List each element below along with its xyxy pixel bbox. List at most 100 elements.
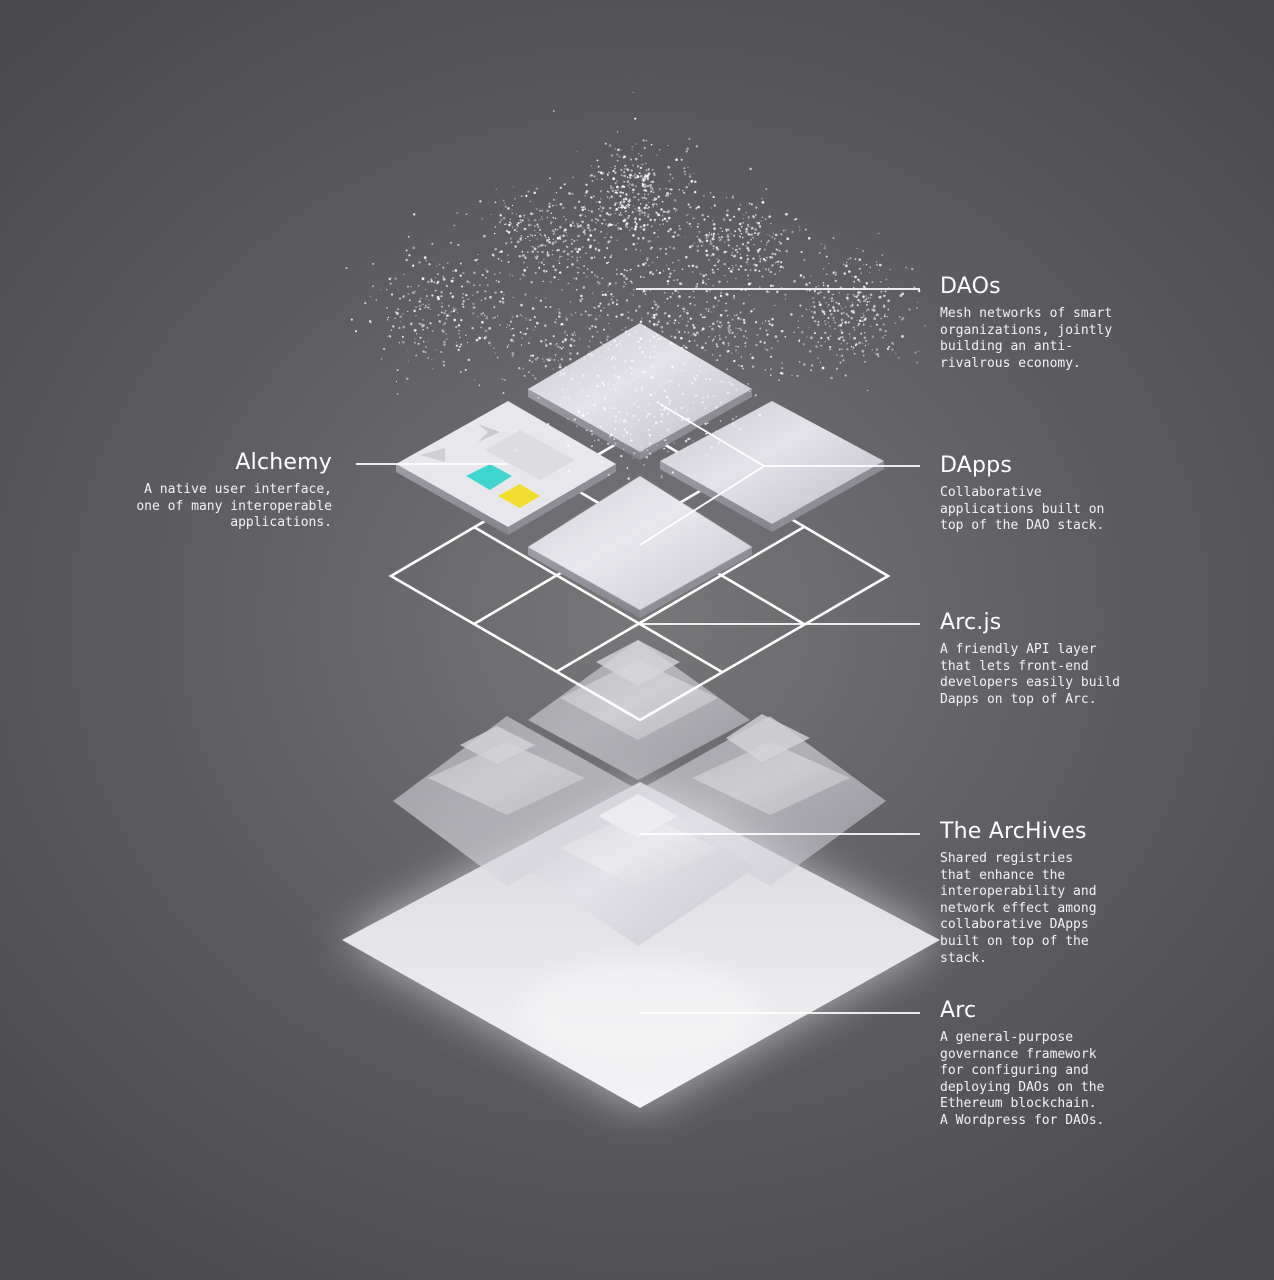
particle <box>495 280 498 282</box>
particle <box>716 268 720 271</box>
particle <box>723 274 726 277</box>
particle <box>457 348 460 352</box>
particle <box>520 221 522 224</box>
particle <box>521 250 524 253</box>
particle <box>881 254 883 256</box>
particle <box>654 392 656 395</box>
particle <box>458 345 461 348</box>
particle <box>669 228 672 231</box>
particle <box>701 329 703 332</box>
particle <box>608 144 612 147</box>
particle <box>625 193 628 195</box>
particle <box>550 221 553 224</box>
particle <box>796 374 799 377</box>
particle <box>684 439 688 443</box>
particle <box>529 233 532 236</box>
particle <box>833 271 835 273</box>
particle <box>749 167 752 171</box>
particle <box>494 226 497 228</box>
particle <box>695 331 699 335</box>
particle <box>610 185 613 188</box>
particle <box>887 299 890 303</box>
particle <box>640 225 643 228</box>
particle <box>665 194 667 197</box>
particle <box>791 374 793 377</box>
particle <box>614 388 617 392</box>
particle <box>611 189 615 193</box>
particle <box>450 279 453 282</box>
particle <box>499 300 502 303</box>
particle <box>673 231 677 234</box>
particle <box>813 311 817 314</box>
particle <box>508 223 511 227</box>
particle <box>639 445 642 448</box>
particle <box>860 332 863 335</box>
particle <box>600 231 602 233</box>
particle <box>516 230 518 232</box>
particle <box>634 225 638 229</box>
particle <box>535 207 538 211</box>
particle <box>691 264 695 268</box>
particle <box>765 268 767 271</box>
particle <box>405 258 408 262</box>
particle <box>739 235 741 238</box>
particle <box>597 305 601 308</box>
particle <box>887 308 890 311</box>
particle <box>456 212 459 214</box>
particle <box>696 225 699 228</box>
particle <box>603 307 605 309</box>
particle <box>649 218 652 222</box>
particle <box>713 264 715 267</box>
particle <box>727 328 729 331</box>
particle <box>668 180 671 182</box>
particle <box>726 391 730 394</box>
particle <box>786 250 788 253</box>
particle <box>564 228 567 231</box>
particle <box>714 298 717 300</box>
particle <box>523 374 526 377</box>
particle <box>753 232 757 235</box>
particle <box>701 213 704 217</box>
particle <box>739 318 742 321</box>
particle <box>769 374 772 377</box>
particle <box>634 218 636 221</box>
particle <box>892 343 894 345</box>
particle <box>729 384 731 387</box>
particle <box>628 198 631 201</box>
particle <box>680 158 683 161</box>
particle <box>645 169 648 172</box>
particle <box>679 314 682 317</box>
particle <box>523 227 527 231</box>
particle <box>760 220 762 222</box>
particle <box>443 340 446 344</box>
particle <box>759 340 762 343</box>
particle <box>632 457 634 459</box>
particle <box>568 357 572 361</box>
particle <box>716 248 720 251</box>
particle <box>707 335 710 338</box>
particle <box>862 314 865 317</box>
particle <box>709 378 712 381</box>
particle <box>516 213 517 215</box>
particle <box>461 296 464 299</box>
particle <box>437 297 440 301</box>
particle <box>559 186 563 190</box>
particle <box>633 227 637 231</box>
particle <box>561 289 563 291</box>
particle <box>888 345 891 348</box>
particle <box>857 293 860 297</box>
particle <box>419 336 422 339</box>
particle <box>629 268 632 271</box>
leader-line-dapps-to-dao <box>659 403 765 467</box>
particle <box>865 295 867 297</box>
particle <box>658 271 662 275</box>
particle <box>782 229 785 232</box>
particle <box>441 329 445 333</box>
particle <box>750 226 754 230</box>
particle <box>701 327 705 331</box>
particle <box>712 232 715 235</box>
particle <box>526 327 529 330</box>
particle <box>586 276 588 278</box>
particle <box>459 274 462 277</box>
particle <box>847 258 849 261</box>
